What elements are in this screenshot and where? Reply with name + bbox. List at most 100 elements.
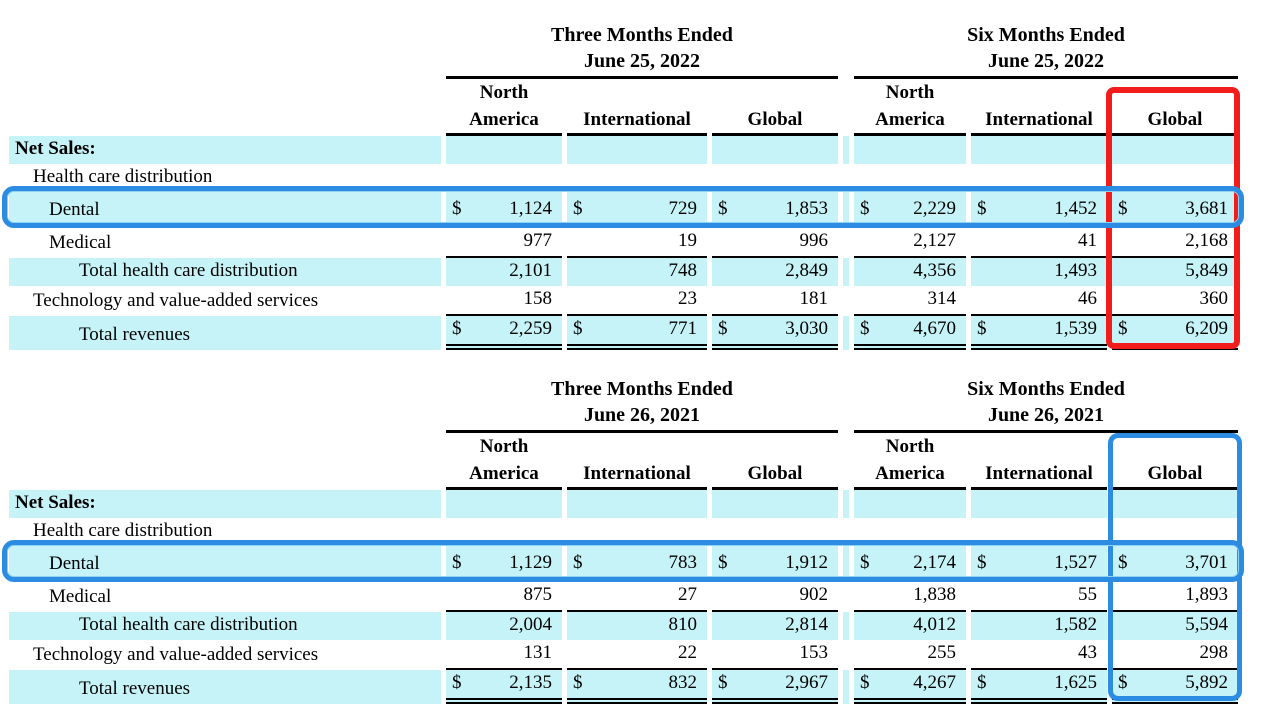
spacer-cell: [9, 376, 441, 433]
net-sales-table-2021: Three Months Ended June 26, 2021 Six Mon…: [4, 376, 1243, 704]
table-row-total-revenues: Total revenues $2,135 $832 $2,967 $4,267…: [9, 670, 1238, 704]
row-label: Dental: [9, 192, 441, 228]
cell-value: 2,174: [913, 552, 956, 573]
cell-value: 2,168: [1185, 230, 1228, 251]
cell-value: 22: [678, 642, 697, 663]
dollar-sign: $: [860, 552, 870, 573]
cell-value: 2,127: [913, 230, 956, 251]
section-label: Net Sales:: [9, 136, 441, 164]
cell-value: 3,701: [1185, 552, 1228, 573]
period-group-six-months: Six Months Ended June 26, 2021: [854, 376, 1238, 433]
dollar-sign: $: [1118, 318, 1128, 339]
net-sales-table-2022: Three Months Ended June 25, 2022 Six Mon…: [4, 22, 1243, 350]
cell-value: 5,892: [1185, 672, 1228, 693]
column-header-north-america: North America: [854, 433, 966, 490]
dollar-sign: $: [452, 198, 462, 219]
column-header-line: America: [469, 109, 539, 130]
dollar-sign: $: [1118, 672, 1128, 693]
net-sales-table-2022-panel: Three Months Ended June 25, 2022 Six Mon…: [4, 22, 1252, 350]
period-title: Six Months Ended: [967, 24, 1125, 46]
cell-value: 1,493: [1054, 260, 1097, 281]
table-row-health-care-distribution: Health care distribution: [9, 518, 1238, 546]
period-title: Three Months Ended: [551, 378, 733, 400]
cell-value: 41: [1078, 230, 1097, 251]
period-group-header-row: Three Months Ended June 25, 2022 Six Mon…: [9, 22, 1238, 79]
period-title: Six Months Ended: [967, 378, 1125, 400]
cell-value: 4,267: [913, 672, 956, 693]
table-row-total-health-care-distribution: Total health care distribution 2,004 810…: [9, 612, 1238, 640]
spacer-cell: [843, 22, 849, 79]
cell-value: 360: [1199, 288, 1229, 309]
period-title: Three Months Ended: [551, 24, 733, 46]
row-label: Total revenues: [9, 670, 441, 704]
row-label: Health care distribution: [33, 520, 213, 541]
cell-value: 1,912: [785, 552, 828, 573]
cell-value: 1,539: [1054, 318, 1097, 339]
row-label: Health care distribution: [33, 166, 213, 187]
column-header-global: Global: [1112, 433, 1238, 490]
dollar-sign: $: [718, 552, 728, 573]
dollar-sign: $: [860, 672, 870, 693]
period-date: June 26, 2021: [583, 404, 701, 426]
cell-value: 55: [1078, 584, 1097, 605]
cell-value: 902: [799, 584, 829, 605]
period-group-three-months: Three Months Ended June 25, 2022: [446, 22, 838, 79]
period-group-three-months: Three Months Ended June 26, 2021: [446, 376, 838, 433]
period-group-six-months: Six Months Ended June 25, 2022: [854, 22, 1238, 79]
cell-value: 158: [523, 288, 553, 309]
dollar-sign: $: [573, 672, 583, 693]
spacer-cell: [9, 433, 441, 490]
period-group-header-row: Three Months Ended June 26, 2021 Six Mon…: [9, 376, 1238, 433]
spacer-cell: [9, 79, 441, 136]
dollar-sign: $: [1118, 552, 1128, 573]
cell-value: 875: [523, 584, 553, 605]
row-label: Technology and value-added services: [33, 644, 319, 665]
period-date: June 25, 2022: [583, 50, 701, 72]
period-date: June 26, 2021: [987, 404, 1105, 426]
dollar-sign: $: [860, 198, 870, 219]
table-row-total-health-care-distribution: Total health care distribution 2,101 748…: [9, 258, 1238, 286]
cell-value: 255: [927, 642, 957, 663]
cell-value: 131: [523, 642, 553, 663]
row-label: Technology and value-added services: [33, 290, 319, 311]
table-row-technology-services: Technology and value-added services 158 …: [9, 286, 1238, 316]
row-label: Medical: [49, 232, 112, 253]
spacer-cell: [9, 22, 441, 79]
section-label: Net Sales:: [9, 490, 441, 518]
cell-value: 810: [668, 614, 698, 635]
dollar-sign: $: [573, 198, 583, 219]
cell-value: 153: [799, 642, 829, 663]
cell-value: 298: [1199, 642, 1229, 663]
cell-value: 3,681: [1185, 198, 1228, 219]
cell-value: 783: [668, 552, 698, 573]
cell-value: 27: [678, 584, 697, 605]
dollar-sign: $: [977, 198, 987, 219]
cell-value: 748: [668, 260, 698, 281]
dollar-sign: $: [977, 318, 987, 339]
row-label: Total health care distribution: [9, 258, 441, 286]
cell-value: 3,030: [785, 318, 828, 339]
row-label: Medical: [49, 586, 112, 607]
cell-value: 4,356: [913, 260, 956, 281]
column-header-north-america: North America: [446, 433, 562, 490]
cell-value: 46: [1078, 288, 1097, 309]
cell-value: 729: [668, 198, 698, 219]
cell-value: 43: [1078, 642, 1097, 663]
cell-value: 2,259: [509, 318, 552, 339]
dollar-sign: $: [977, 552, 987, 573]
table-row-dental: Dental $1,129 $783 $1,912 $2,174 $1,527 …: [9, 546, 1238, 582]
cell-value: 832: [668, 672, 698, 693]
column-header-north-america: North America: [446, 79, 562, 136]
cell-value: 1,129: [509, 552, 552, 573]
column-header-international: International: [971, 433, 1107, 490]
spacer-cell: [843, 79, 849, 136]
cell-value: 2,814: [785, 614, 828, 635]
cell-value: 771: [668, 318, 698, 339]
column-header-row: North America International Global North…: [9, 79, 1238, 136]
dollar-sign: $: [573, 318, 583, 339]
cell-value: 314: [927, 288, 957, 309]
dollar-sign: $: [452, 552, 462, 573]
column-header-global: Global: [712, 79, 838, 136]
period-date: June 25, 2022: [987, 50, 1105, 72]
